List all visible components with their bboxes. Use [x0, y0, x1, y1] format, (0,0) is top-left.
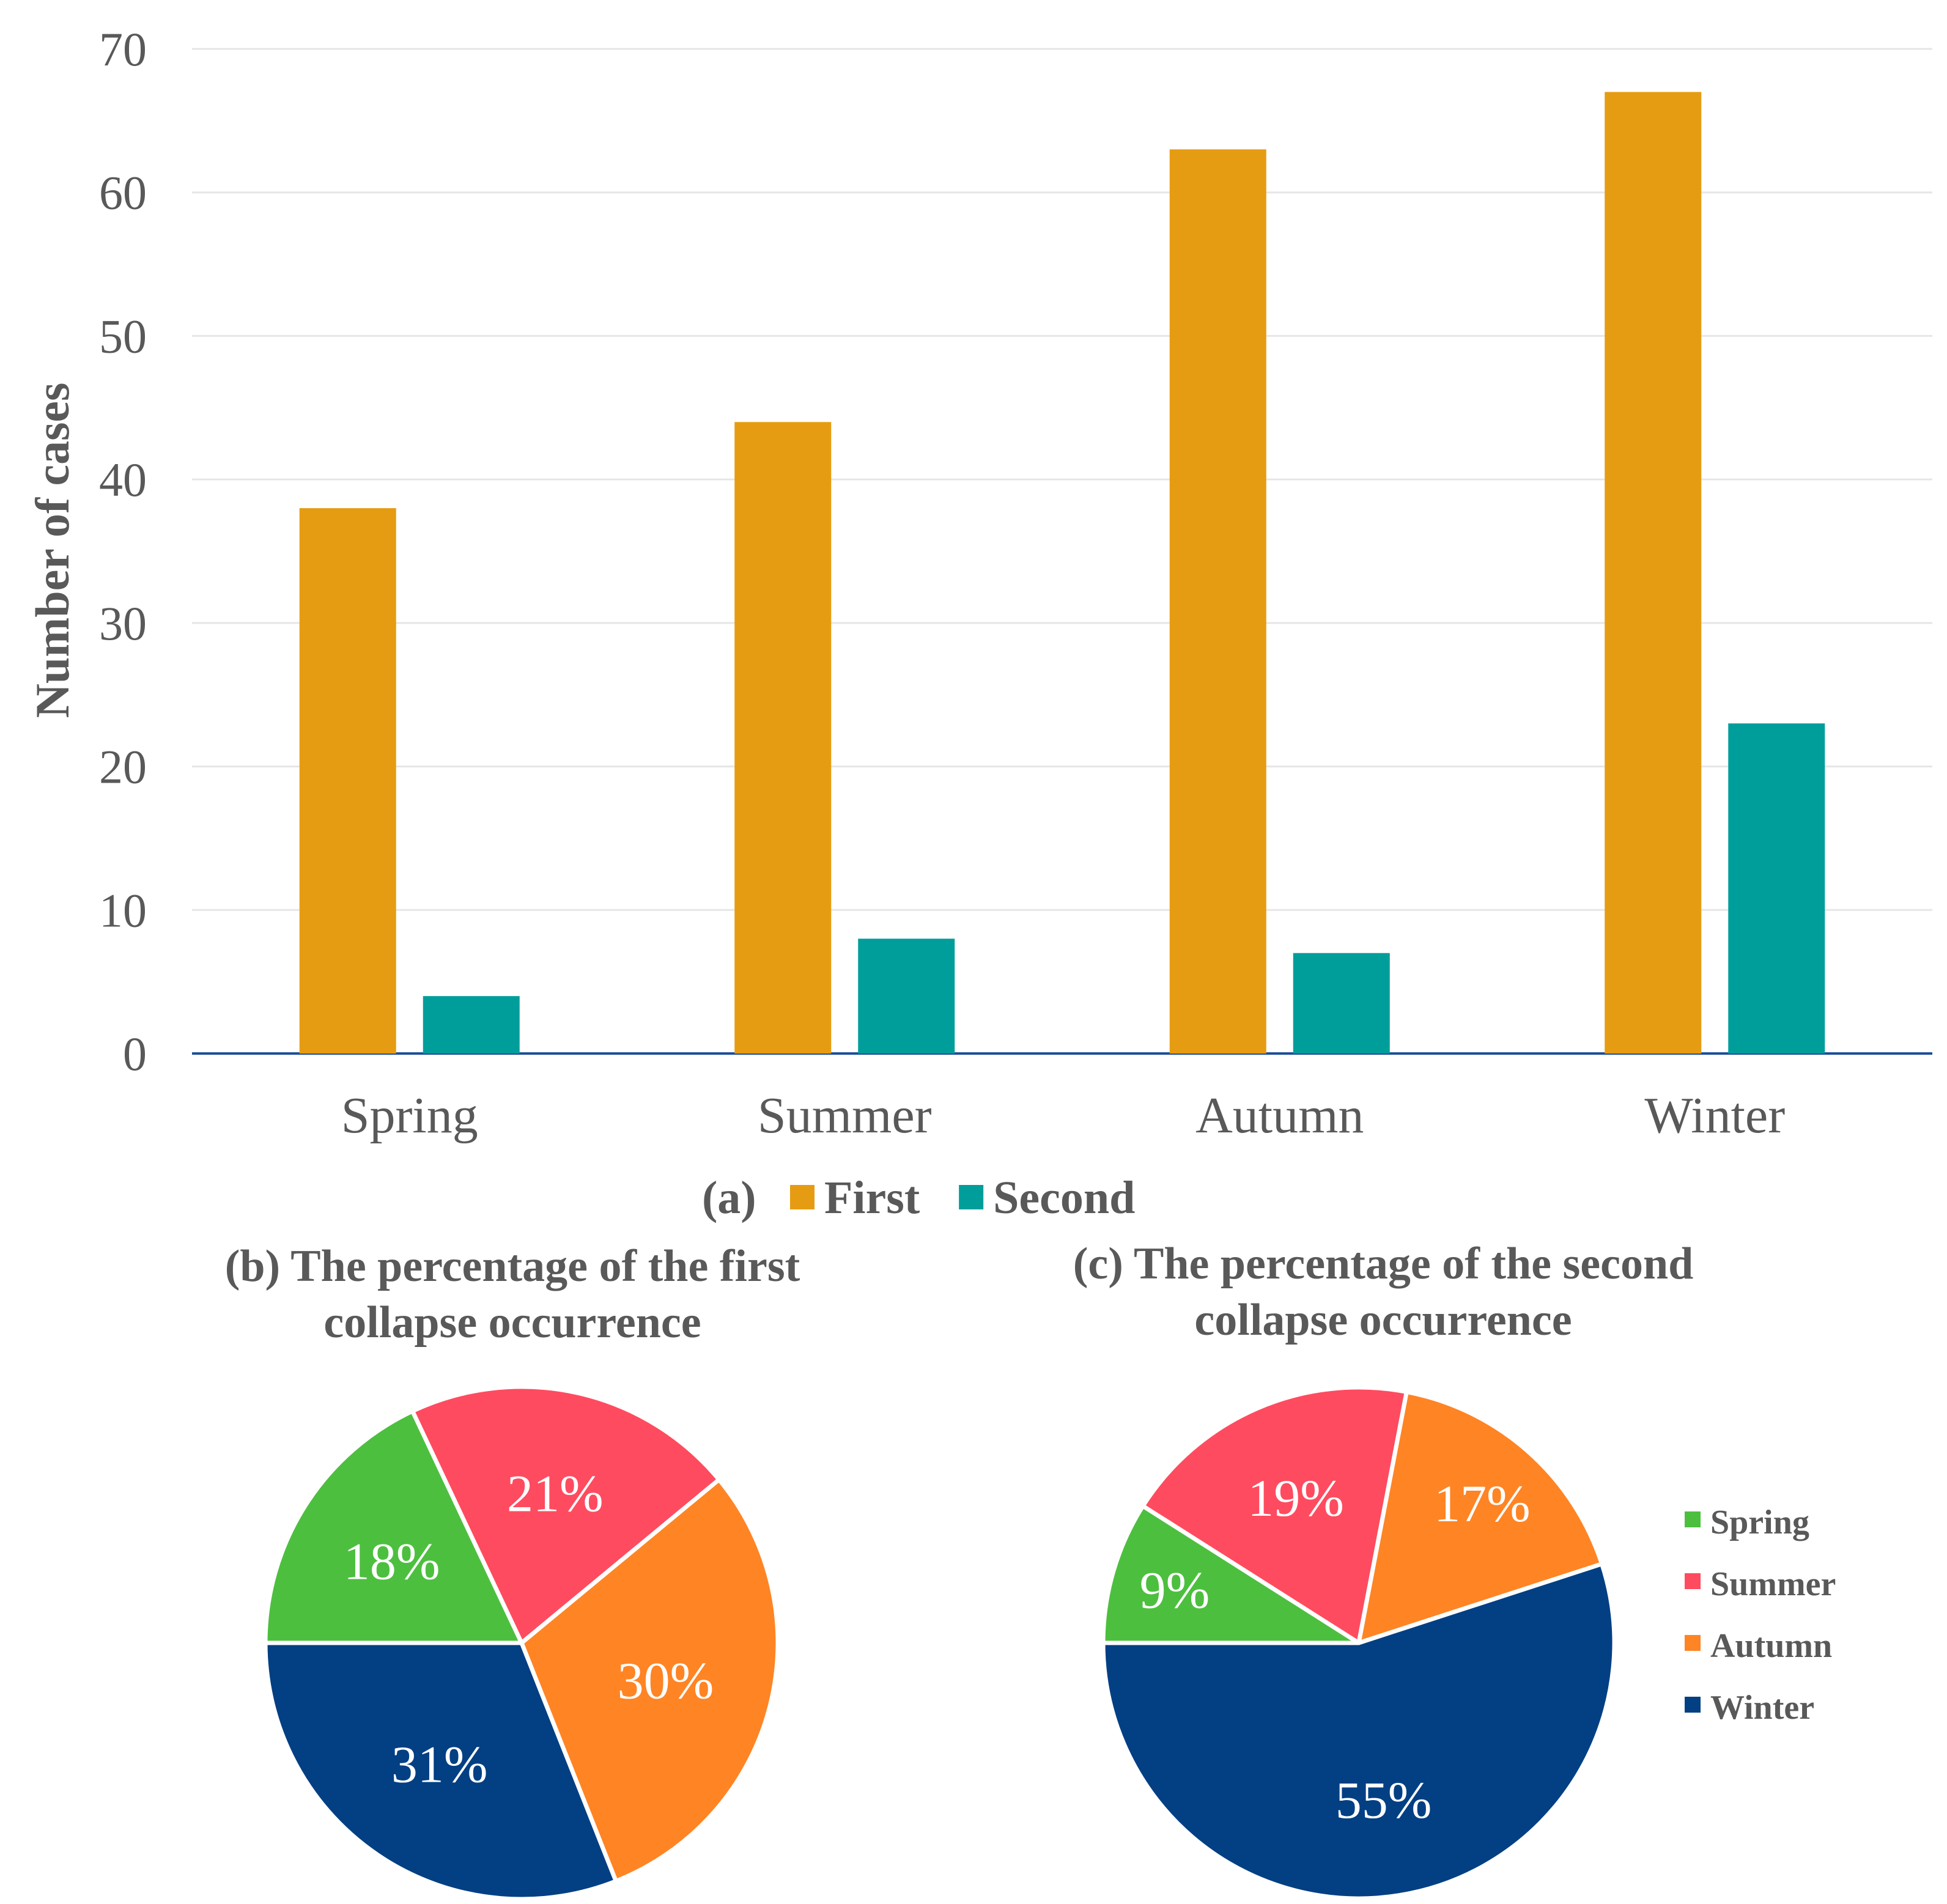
pie-legend-label-winter: Winter — [1710, 1689, 1814, 1727]
pie-chart-first: (b) The percentage of the first collapse … — [225, 1241, 800, 1902]
pie-legend-label-summer: Summer — [1710, 1565, 1836, 1603]
bar-second-spring — [423, 996, 520, 1053]
pie-slice-autumn — [1356, 1389, 1605, 1645]
pie-slice-spring — [263, 1409, 524, 1645]
pie-label-winter: 31% — [391, 1735, 488, 1794]
x-tick-winter: Winter — [1644, 1087, 1785, 1144]
pie-chart-second: (c) The percentage of the second collapse… — [1073, 1239, 1694, 1901]
y-tick-60: 60 — [99, 166, 147, 220]
y-tick-40: 40 — [99, 453, 147, 506]
y-tick-10: 10 — [99, 884, 147, 937]
pie-legend-swatch-winter — [1685, 1697, 1701, 1713]
legend-label-second: Second — [993, 1172, 1135, 1223]
pie-label-spring: 18% — [344, 1532, 440, 1590]
pie-slice-summer — [410, 1384, 722, 1645]
x-tick-spring: Spring — [341, 1087, 478, 1144]
legend-swatch-second — [959, 1185, 984, 1209]
bar-first-summer — [734, 422, 832, 1054]
bar-first-autumn — [1169, 149, 1266, 1053]
bar-legend: (a) First Second — [702, 1172, 1135, 1223]
pie-label-autumn: 17% — [1434, 1474, 1531, 1533]
pie-legend-label-spring: Spring — [1710, 1504, 1809, 1541]
bars — [299, 92, 1825, 1054]
y-tick-30: 30 — [99, 597, 147, 650]
pie-legend-label-autumn: Autumn — [1710, 1627, 1832, 1665]
pie-legend: Spring Summer Autumn Winter — [1685, 1504, 1836, 1727]
legend-swatch-first — [790, 1185, 815, 1209]
gridlines — [192, 48, 1932, 1055]
y-tick-70: 70 — [99, 23, 147, 76]
pie-slice-winter — [263, 1640, 618, 1902]
pie-slice-autumn — [519, 1477, 780, 1884]
bar-first-winter — [1605, 92, 1702, 1053]
pie-title-line-1: (b) The percentage of the first — [225, 1241, 800, 1291]
pie-label-summer: 19% — [1247, 1469, 1344, 1527]
x-tick-summer: Summer — [758, 1087, 932, 1144]
pie-legend-swatch-summer — [1685, 1573, 1701, 1589]
pie-legend-swatch-spring — [1685, 1511, 1701, 1527]
pie-label-winter: 55% — [1336, 1771, 1432, 1829]
pie-slice-spring — [1101, 1504, 1361, 1645]
bar-chart-panel: 0 10 20 30 40 50 60 70 Spring Summer Autumn Winter… — [26, 23, 1932, 1223]
y-tick-20: 20 — [99, 740, 147, 794]
y-tick-50: 50 — [99, 309, 147, 363]
pie-label-autumn: 30% — [618, 1651, 714, 1710]
x-tick-autumn: Autumn — [1195, 1087, 1364, 1144]
y-axis-label: Number of cases — [26, 383, 79, 718]
pie-title-line-1: (c) The percentage of the second — [1073, 1239, 1694, 1289]
x-tick-labels: Spring Summer Autumn Winter — [341, 1087, 1785, 1144]
pie-slice-winter — [1101, 1562, 1617, 1901]
pie-label-summer: 21% — [507, 1464, 604, 1523]
y-tick-0: 0 — [123, 1027, 147, 1080]
pie-title-line-2: collapse occurrence — [1194, 1295, 1572, 1345]
pie-slice-summer — [1140, 1385, 1409, 1645]
bar-second-winter — [1728, 723, 1825, 1053]
pie-legend-swatch-autumn — [1685, 1635, 1701, 1651]
bar-second-autumn — [1293, 953, 1390, 1053]
pie-label-spring: 9% — [1140, 1561, 1210, 1620]
panel-label-a: (a) — [702, 1172, 756, 1223]
bar-second-summer — [858, 939, 955, 1053]
y-tick-labels: 0 10 20 30 40 50 60 70 — [99, 23, 147, 1080]
legend-label-first: First — [824, 1172, 920, 1223]
bar-first-spring — [299, 508, 396, 1053]
pie-title-line-2: collapse occurrence — [323, 1297, 701, 1348]
